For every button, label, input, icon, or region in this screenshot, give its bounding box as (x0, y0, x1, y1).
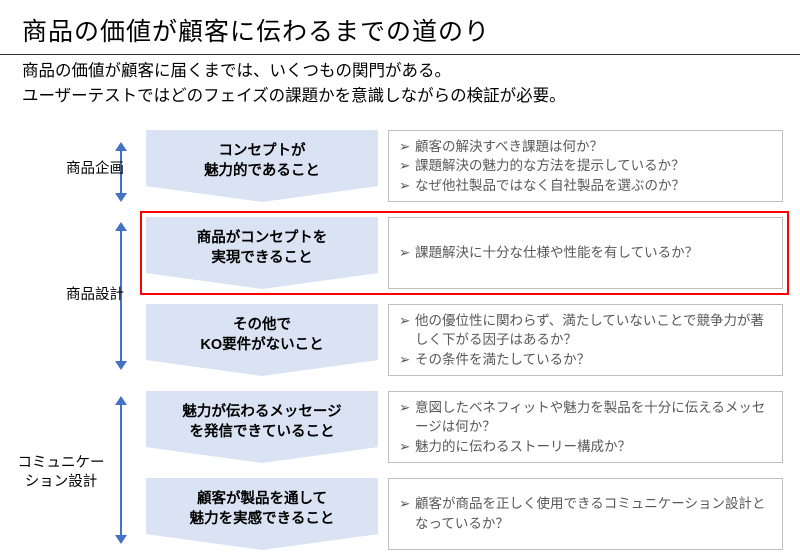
step-title-line2: を発信できていること (146, 423, 378, 443)
bullet-icon: ➢ (399, 437, 415, 457)
step-box: 顧客が製品を通して魅力を実感できること (146, 478, 378, 550)
question-box: ➢顧客の解決すべき課題は何か？➢課題解決の魅力的な方法を提示しているか？➢なぜ他… (388, 130, 783, 202)
step-title-line1: その他で (146, 316, 378, 336)
bullet-icon: ➢ (399, 137, 415, 157)
step-title-line2: 魅力を実感できること (146, 510, 378, 530)
question-item: ➢その条件を満たしているか？ (399, 350, 772, 370)
step-title-line2: KO要件がないこと (146, 336, 378, 356)
phase-label-text: ション設計 (6, 473, 116, 492)
question-box: ➢課題解決に十分な仕様や性能を有しているか？ (388, 217, 783, 289)
subtitle-line2: ユーザーテストではどのフェイズの課題かを意識しながらの検証が必要。 (22, 87, 566, 105)
question-item: ➢なぜ他社製品ではなく自社製品を選ぶのか？ (399, 176, 772, 196)
question-text: 顧客の解決すべき課題は何か？ (415, 137, 772, 157)
question-text: 他の優位性に関わらず、満たしていないことで競争力が著しく下がる因子はあるか？ (415, 311, 772, 350)
step-title-line2: 魅力的であること (146, 162, 378, 182)
question-text: その条件を満たしているか？ (415, 350, 772, 370)
question-box: ➢顧客が商品を正しく使用できるコミュニケーション設計となっているか？ (388, 478, 783, 550)
question-box: ➢他の優位性に関わらず、満たしていないことで競争力が著しく下がる因子はあるか？➢… (388, 304, 783, 376)
bullet-icon: ➢ (399, 398, 415, 418)
question-text: 課題解決に十分な仕様や性能を有しているか？ (415, 243, 772, 263)
question-box: ➢意図したベネフィットや魅力を製品を十分に伝えるメッセージは何か？➢魅力的に伝わ… (388, 391, 783, 463)
subtitle-line1: 商品の価値が顧客に届くまでは、いくつもの関門がある。 (22, 62, 451, 80)
phase-bracket-cap-up (115, 222, 127, 231)
question-item: ➢魅力的に伝わるストーリー構成か？ (399, 437, 772, 457)
bullet-icon: ➢ (399, 311, 415, 331)
phase-label-text: 商品設計 (40, 286, 150, 305)
question-text: 課題解決の魅力的な方法を提示しているか？ (415, 156, 772, 176)
question-item: ➢課題解決に十分な仕様や性能を有しているか？ (399, 243, 772, 263)
bullet-icon: ➢ (399, 350, 415, 370)
question-text: なぜ他社製品ではなく自社製品を選ぶのか？ (415, 176, 772, 196)
step-title-line1: 顧客が製品を通して (146, 490, 378, 510)
title-divider (0, 54, 800, 55)
phase-bracket-cap-up (115, 142, 127, 151)
phase-label: コミュニケーション設計 (6, 454, 116, 492)
step-box: 商品がコンセプトを実現できること (146, 217, 378, 289)
step-title-line2: 実現できること (146, 249, 378, 269)
phase-bracket-cap-down (115, 361, 127, 370)
question-text: 意図したベネフィットや魅力を製品を十分に伝えるメッセージは何か？ (415, 398, 772, 437)
step-box: 魅力が伝わるメッセージを発信できていること (146, 391, 378, 463)
phase-label: 商品設計 (40, 286, 150, 305)
phase-bracket-line (120, 404, 122, 536)
bullet-icon: ➢ (399, 156, 415, 176)
step-title-line1: コンセプトが (146, 142, 378, 162)
question-item: ➢意図したベネフィットや魅力を製品を十分に伝えるメッセージは何か？ (399, 398, 772, 437)
question-text: 魅力的に伝わるストーリー構成か？ (415, 437, 772, 457)
phase-label-text: 商品企画 (40, 160, 150, 179)
question-item: ➢顧客の解決すべき課題は何か？ (399, 137, 772, 157)
phase-bracket-cap-up (115, 396, 127, 405)
phase-bracket-cap-down (115, 535, 127, 544)
step-box: コンセプトが魅力的であること (146, 130, 378, 202)
bullet-icon: ➢ (399, 243, 415, 263)
question-item: ➢顧客が商品を正しく使用できるコミュニケーション設計となっているか？ (399, 494, 772, 533)
bullet-icon: ➢ (399, 494, 415, 514)
phase-label: 商品企画 (40, 160, 150, 179)
step-box: その他でKO要件がないこと (146, 304, 378, 376)
step-title-line1: 商品がコンセプトを (146, 229, 378, 249)
bullet-icon: ➢ (399, 176, 415, 196)
phase-bracket-cap-down (115, 193, 127, 202)
step-title-line1: 魅力が伝わるメッセージ (146, 403, 378, 423)
subtitle: 商品の価値が顧客に届くまでは、いくつもの関門がある。 ユーザーテストではどのフェ… (0, 59, 800, 119)
question-item: ➢課題解決の魅力的な方法を提示しているか？ (399, 156, 772, 176)
question-text: 顧客が商品を正しく使用できるコミュニケーション設計となっているか？ (415, 494, 772, 533)
phase-label-text: コミュニケー (6, 454, 116, 473)
question-item: ➢他の優位性に関わらず、満たしていないことで競争力が著しく下がる因子はあるか？ (399, 311, 772, 350)
page-title: 商品の価値が顧客に伝わるまでの道のり (0, 0, 800, 54)
